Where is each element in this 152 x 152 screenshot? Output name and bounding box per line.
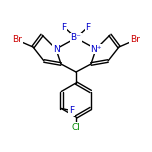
Text: F: F (69, 106, 74, 115)
Text: Br: Br (12, 36, 22, 45)
Text: N⁺: N⁺ (90, 45, 102, 54)
Text: Cl: Cl (72, 123, 80, 131)
Text: F: F (85, 22, 91, 31)
Text: F: F (61, 22, 67, 31)
Text: B⁻: B⁻ (71, 33, 81, 43)
Text: Br: Br (130, 36, 140, 45)
Text: N: N (53, 45, 59, 54)
